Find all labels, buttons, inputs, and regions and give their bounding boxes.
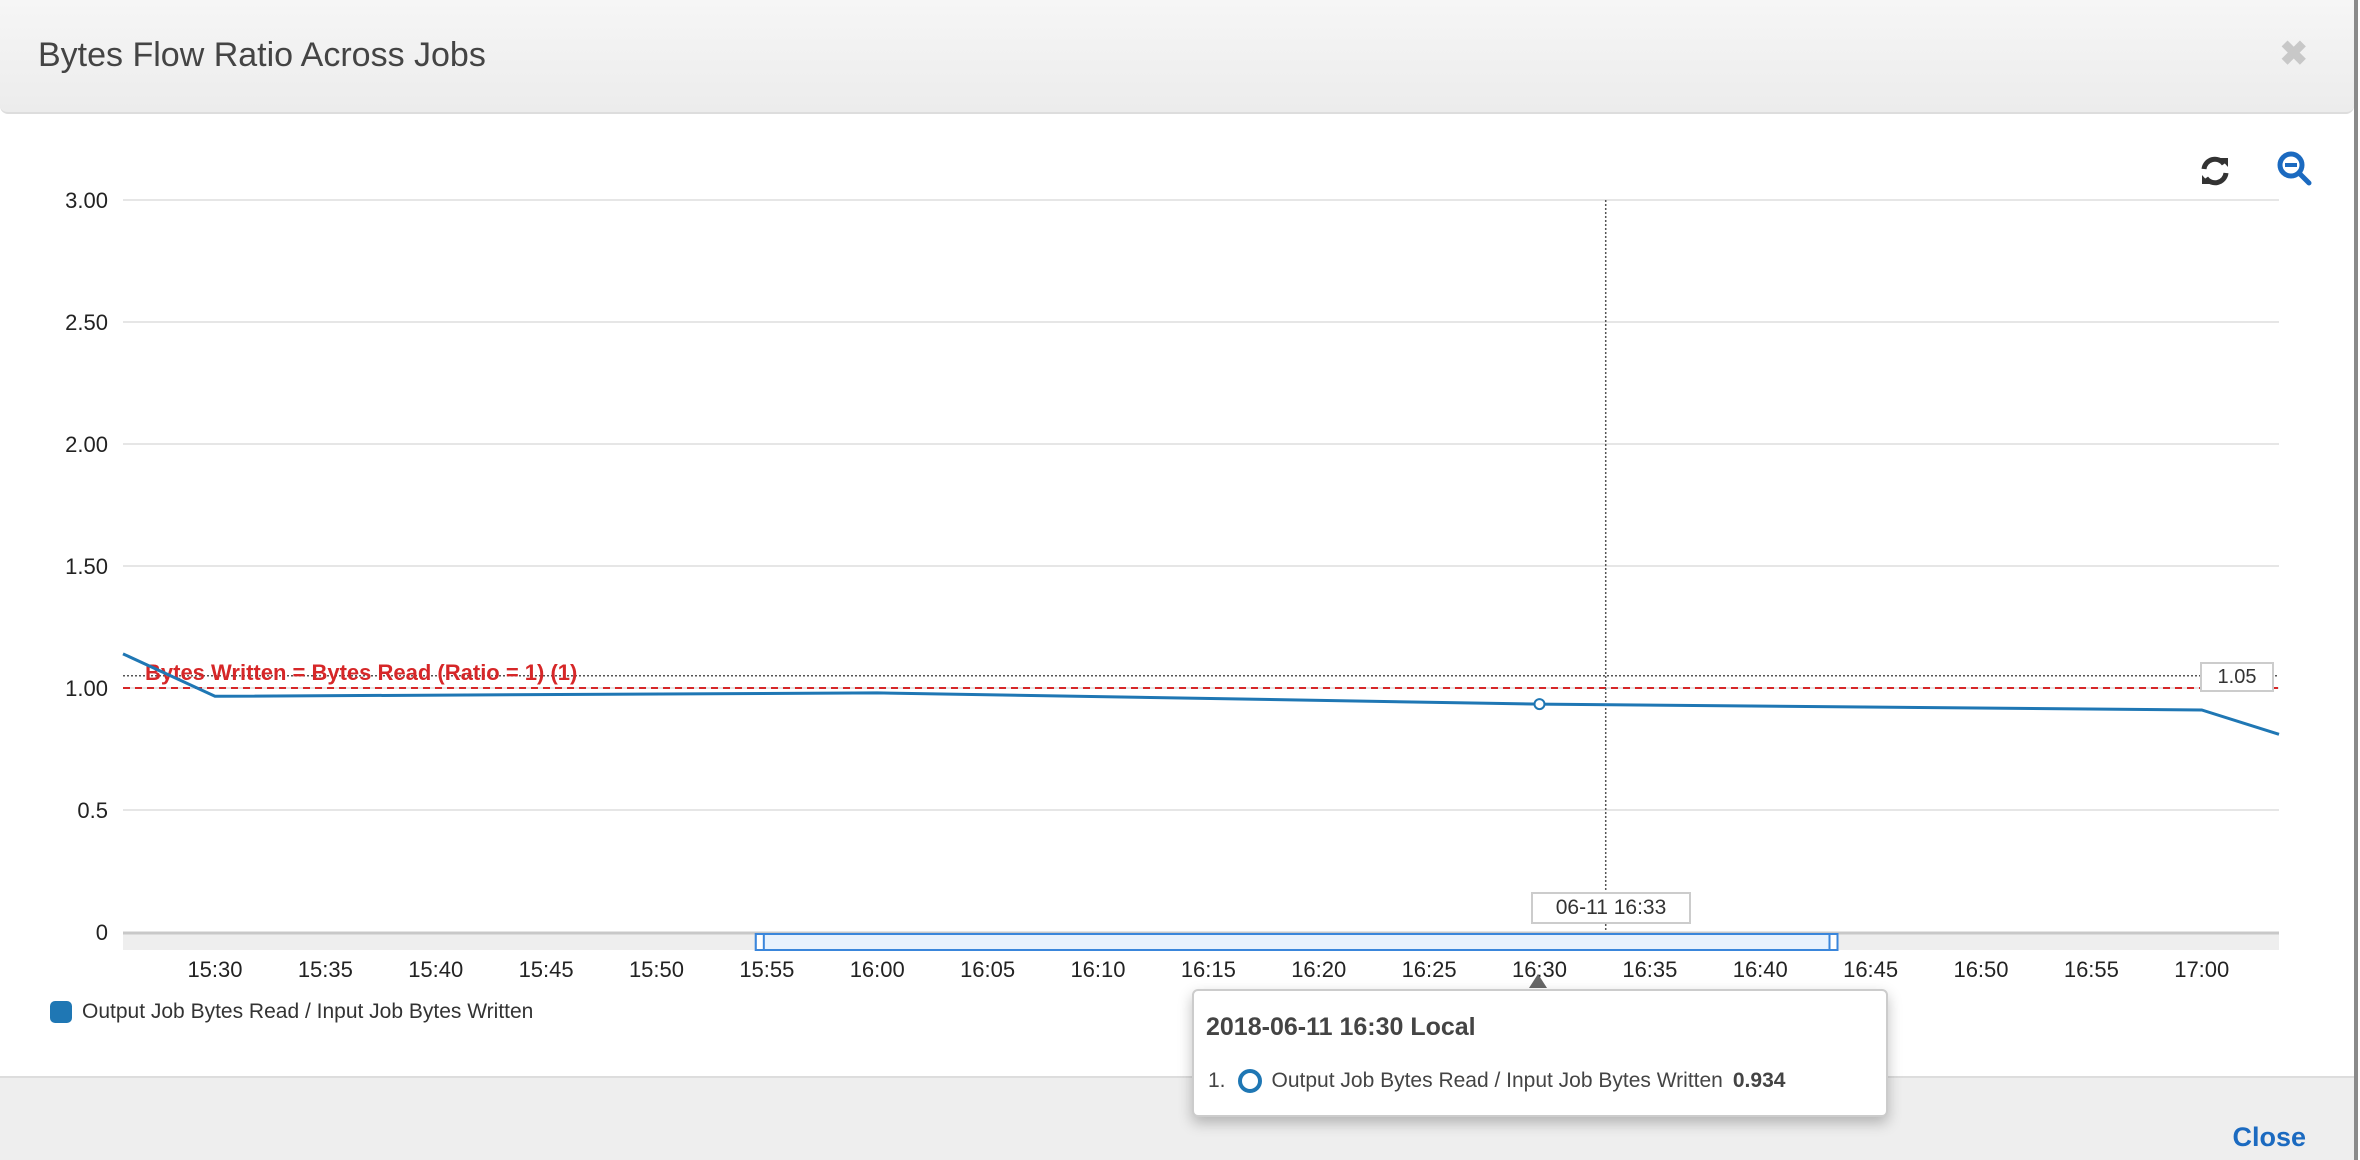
x-tick-label: 16:50 [1953, 957, 2008, 982]
y-tick-label: 2.00 [65, 432, 108, 457]
zoom-out-button[interactable] [2276, 150, 2314, 193]
tooltip-row: 1. Output Job Bytes Read / Input Job Byt… [1208, 1069, 1785, 1093]
navigator-handle[interactable] [1828, 933, 1839, 951]
x-tick-label: 15:35 [298, 957, 353, 982]
dialog-header: Bytes Flow Ratio Across Jobs ✖ [0, 0, 2354, 114]
tooltip-arrow [1529, 974, 1547, 988]
dialog-title: Bytes Flow Ratio Across Jobs [38, 36, 486, 74]
close-button[interactable]: Close [2232, 1122, 2306, 1152]
x-tick-label: 15:50 [629, 957, 684, 982]
refresh-button[interactable] [2198, 154, 2232, 193]
x-tick-label: 16:00 [850, 957, 905, 982]
dialog-footer: Close [0, 1076, 2354, 1160]
series-line [122, 652, 2280, 736]
y-tick-label: 0.5 [77, 798, 108, 823]
x-tick-label: 16:40 [1733, 957, 1788, 982]
refresh-icon [2201, 156, 2229, 186]
x-tick-label: 16:05 [960, 957, 1015, 982]
x-tick-label: 16:20 [1291, 957, 1346, 982]
navigator-handle[interactable] [754, 933, 765, 951]
x-tick-label: 16:35 [1622, 957, 1677, 982]
x-tick-label: 16:55 [2064, 957, 2119, 982]
zoom-out-icon [2277, 151, 2312, 186]
tooltip-index: 1. [1208, 1069, 1226, 1092]
legend-label: Output Job Bytes Read / Input Job Bytes … [82, 1000, 534, 1023]
x-tick-label: 16:45 [1843, 957, 1898, 982]
y-tick-label: 1.50 [65, 554, 108, 579]
x-tick-label: 16:15 [1181, 957, 1236, 982]
x-tick-label: 15:55 [739, 957, 794, 982]
y-tick-label: 0 [96, 920, 108, 945]
close-x-icon[interactable]: ✖ [2279, 35, 2309, 73]
threshold-label: Bytes Written = Bytes Read (Ratio = 1) (… [145, 660, 577, 685]
series-marker-icon [1237, 1069, 1262, 1093]
tooltip-series-name: Output Job Bytes Read / Input Job Bytes … [1271, 1069, 1723, 1092]
legend-item[interactable]: Output Job Bytes Read / Input Job Bytes … [50, 1000, 533, 1024]
highlighted-data-point [1533, 698, 1546, 711]
legend-swatch [50, 1001, 72, 1023]
x-tick-label: 15:40 [408, 957, 463, 982]
x-tick-label: 15:45 [519, 957, 574, 982]
crosshair-x-label: 06-11 16:33 [1531, 892, 1691, 924]
x-tick-label: 17:00 [2174, 957, 2229, 982]
x-tick-label: 16:10 [1070, 957, 1125, 982]
x-tick-label: 16:25 [1402, 957, 1457, 982]
tooltip-title: 2018-06-11 16:30 Local [1206, 1013, 1476, 1041]
tooltip: 2018-06-11 16:30 Local 1. Output Job Byt… [1192, 989, 1888, 1117]
x-tick-label: 15:30 [187, 957, 242, 982]
navigator-selection[interactable] [754, 933, 1839, 951]
y-tick-label: 3.00 [65, 188, 108, 213]
crosshair-y-label: 1.05 [2200, 662, 2274, 692]
y-tick-label: 1.00 [65, 676, 108, 701]
y-tick-label: 2.50 [65, 310, 108, 335]
tooltip-value: 0.934 [1732, 1069, 1786, 1092]
